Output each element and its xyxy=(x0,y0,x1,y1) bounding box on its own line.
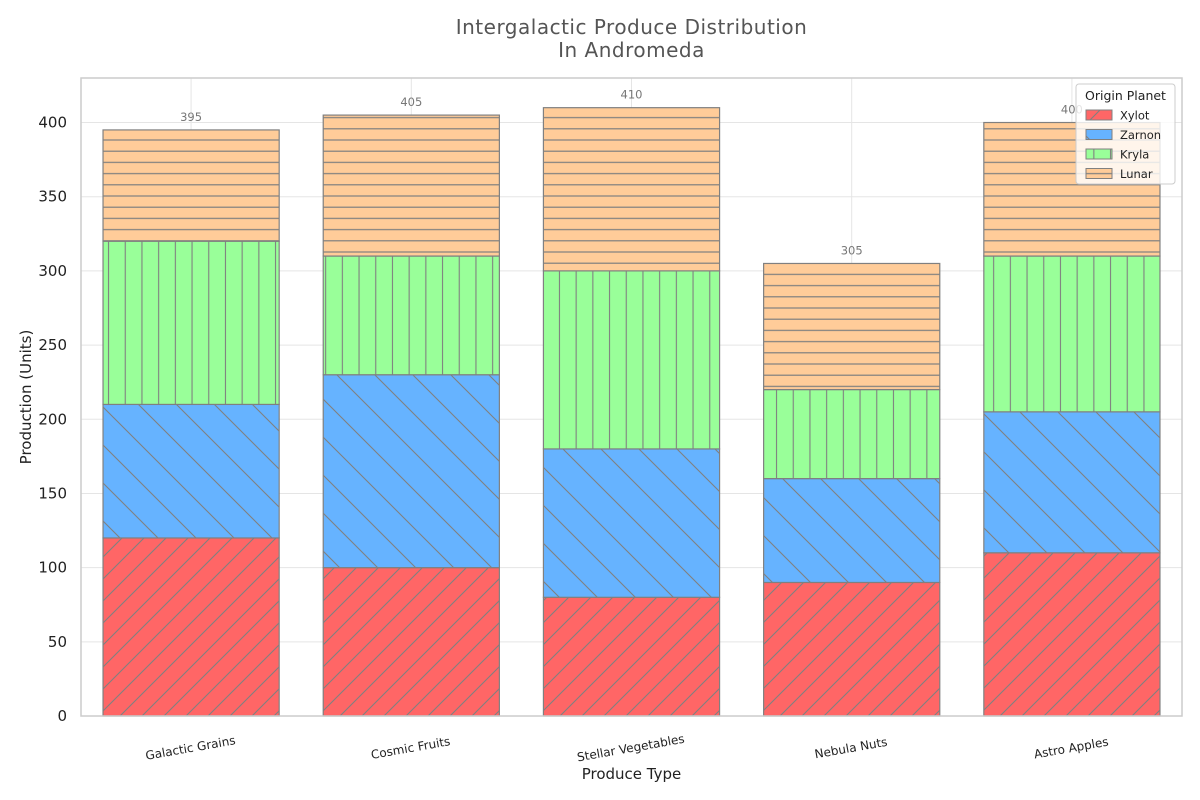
x-tick-label-galactic-grains: Galactic Grains xyxy=(144,733,236,763)
x-axis-ticks: Galactic Grains Cosmic Fruits Stellar Vege… xyxy=(144,732,1109,765)
bar-astro-apples-kryla xyxy=(983,255,1161,413)
legend-label-zarnon: Zarnon xyxy=(1120,128,1161,142)
bars xyxy=(102,107,1161,717)
legend-label-xylot: Xylot xyxy=(1120,109,1150,123)
bar-stellar-vegetables-zarnon xyxy=(542,448,721,598)
legend-title: Origin Planet xyxy=(1085,88,1166,103)
y-tick-label: 300 xyxy=(38,262,67,280)
y-axis-label: Production (Units) xyxy=(17,330,35,465)
x-tick-label-astro-apples: Astro Apples xyxy=(1033,735,1110,762)
total-label-stellar-vegetables: 410 xyxy=(621,88,643,102)
x-tick-label-stellar-vegetables: Stellar Vegetables xyxy=(576,732,686,765)
legend-swatch-zarnon xyxy=(1085,129,1113,140)
y-axis-ticks: 0 50 100 150 200 250 300 350 400 xyxy=(38,114,67,725)
bar-stellar-vegetables-kryla xyxy=(542,270,721,450)
bar-stellar-vegetables-lunar xyxy=(542,107,721,272)
bar-cosmic-fruits-kryla xyxy=(322,255,500,376)
y-tick-label: 0 xyxy=(57,707,67,725)
y-tick-label: 50 xyxy=(48,633,67,651)
chart-title: Intergalactic Produce Distribution In And… xyxy=(456,15,808,62)
legend: Origin Planet Xylot Zarnon Kryla Lunar xyxy=(1075,83,1176,185)
total-label-galactic-grains: 395 xyxy=(180,110,202,124)
legend-label-kryla: Kryla xyxy=(1120,148,1149,162)
bar-nebula-nuts-lunar xyxy=(763,262,941,391)
plot-frame xyxy=(80,77,1183,717)
bar-nebula-nuts-kryla xyxy=(763,388,941,480)
legend-swatch-kryla xyxy=(1085,148,1113,160)
x-tick-label-nebula-nuts: Nebula Nuts xyxy=(814,735,889,762)
x-axis-label: Produce Type xyxy=(582,765,682,783)
bar-astro-apples-xylot xyxy=(983,552,1161,717)
total-label-nebula-nuts: 305 xyxy=(841,243,863,257)
bar-cosmic-fruits-zarnon xyxy=(322,374,500,569)
bar-galactic-grains-lunar xyxy=(102,129,280,242)
bar-cosmic-fruits-lunar xyxy=(322,114,500,257)
bar-astro-apples-zarnon xyxy=(983,411,1161,554)
y-tick-label: 250 xyxy=(38,336,67,354)
bar-galactic-grains-kryla xyxy=(102,240,280,406)
bar-galactic-grains-xylot xyxy=(102,537,280,717)
chart-title-line: In Andromeda xyxy=(558,38,705,62)
bar-stellar-vegetables-xylot xyxy=(542,596,721,717)
legend-swatch-lunar xyxy=(1085,168,1113,179)
bar-nebula-nuts-zarnon xyxy=(763,478,941,584)
bar-nebula-nuts-xylot xyxy=(763,581,941,717)
y-tick-label: 350 xyxy=(38,188,67,206)
y-tick-label: 400 xyxy=(38,114,67,132)
chart-title-line: Intergalactic Produce Distribution xyxy=(456,15,808,39)
total-label-cosmic-fruits: 405 xyxy=(400,95,422,109)
bar-cosmic-fruits-xylot xyxy=(322,567,500,717)
y-tick-label: 100 xyxy=(38,559,67,577)
bar-galactic-grains-zarnon xyxy=(102,403,280,539)
x-tick-label-cosmic-fruits: Cosmic Fruits xyxy=(370,734,451,762)
legend-label-lunar: Lunar xyxy=(1120,167,1153,181)
y-tick-label: 200 xyxy=(38,410,67,428)
legend-swatch-xylot xyxy=(1085,109,1113,121)
y-tick-label: 150 xyxy=(38,484,67,502)
